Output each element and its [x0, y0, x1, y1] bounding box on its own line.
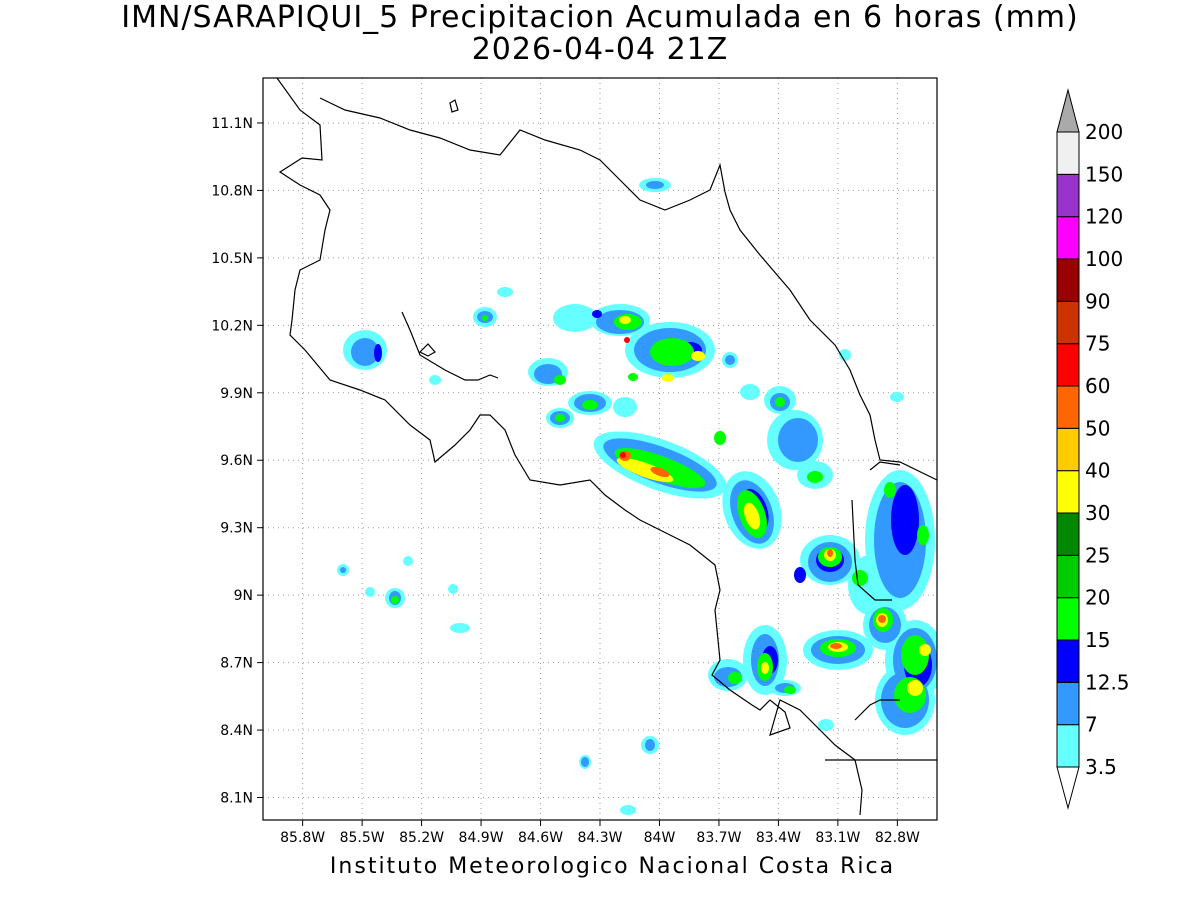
colorbar-label: 30	[1085, 501, 1110, 525]
lon-tick-label: 85.2W	[399, 830, 444, 846]
colorbar-label: 120	[1085, 205, 1123, 229]
longitude-axis: 85.8W 85.5W 85.2W 84.9W 84.6W 84.3W 84W 83.7W 83…	[280, 820, 920, 846]
colorbar-legend: 3.5 7 12.5 15 20 25 30 40 50 60 75 90 100 120 150 200	[1056, 88, 1130, 810]
colorbar-label: 60	[1085, 374, 1110, 398]
credit-text: Instituto Meteorologico Nacional Costa R…	[329, 854, 896, 879]
colorbar-label: 15	[1085, 628, 1110, 652]
lon-tick-label: 83.1W	[815, 830, 860, 846]
colorbar-bin	[1056, 300, 1080, 345]
colorbar-over-arrow	[1056, 88, 1080, 133]
colorbar-bin	[1056, 681, 1080, 726]
lat-tick-label: 8.4N	[220, 723, 253, 739]
lon-tick-label: 82.8W	[875, 830, 920, 846]
lon-tick-label: 84.6W	[518, 830, 563, 846]
colorbar-label: 100	[1085, 247, 1123, 271]
map-title: IMN/SARAPIQUI_5 Precipitacion Acumulada …	[121, 0, 1079, 35]
lat-tick-label: 8.7N	[220, 656, 253, 672]
lon-tick-label: 84.3W	[577, 830, 622, 846]
lat-tick-label: 10.2N	[211, 318, 253, 334]
colorbar-label: 200	[1085, 120, 1123, 144]
colorbar-label: 20	[1085, 586, 1110, 610]
lat-tick-label: 8.1N	[220, 791, 253, 807]
lon-tick-label: 84W	[644, 830, 676, 846]
map-subtitle-datetime: 2026-04-04 21Z	[471, 32, 729, 67]
colorbar-label: 40	[1085, 459, 1110, 483]
colorbar-bin	[1056, 512, 1080, 556]
lat-tick-label: 9N	[234, 588, 253, 604]
colorbar-label: 3.5	[1085, 755, 1117, 779]
colorbar-bin	[1056, 470, 1080, 514]
lat-tick-label: 10.8N	[211, 183, 253, 199]
colorbar-label: 25	[1085, 543, 1110, 567]
lon-tick-label: 84.9W	[459, 830, 504, 846]
colorbar-bin	[1056, 724, 1080, 768]
colorbar-bin	[1056, 131, 1080, 175]
colorbar-bin	[1056, 554, 1080, 599]
coastline-borders	[276, 78, 937, 816]
colorbar-bin	[1056, 597, 1080, 641]
colorbar-bin	[1056, 343, 1080, 387]
colorbar-label: 7	[1085, 713, 1098, 737]
lat-tick-label: 11.1N	[211, 116, 253, 132]
colorbar-label: 150	[1085, 162, 1123, 186]
colorbar-under-arrow	[1056, 766, 1080, 810]
precipitation-field	[337, 178, 937, 815]
lat-tick-label: 9.9N	[220, 386, 253, 402]
colorbar-label: 12.5	[1085, 670, 1130, 694]
lon-tick-label: 85.5W	[340, 830, 385, 846]
lon-tick-label: 85.8W	[280, 830, 325, 846]
colorbar-bin	[1056, 216, 1080, 260]
lat-tick-label: 9.6N	[220, 453, 253, 469]
lat-tick-label: 9.3N	[220, 521, 253, 537]
lon-tick-label: 83.7W	[696, 830, 741, 846]
lon-tick-label: 83.4W	[756, 830, 801, 846]
colorbar-bin	[1056, 258, 1080, 302]
colorbar-bin	[1056, 173, 1080, 218]
colorbar-label: 75	[1085, 332, 1110, 356]
colorbar-label: 90	[1085, 289, 1110, 313]
colorbar-bin	[1056, 639, 1080, 683]
colorbar-bin	[1056, 427, 1080, 472]
lat-tick-label: 10.5N	[211, 251, 253, 267]
colorbar-bin	[1056, 385, 1080, 429]
colorbar-label: 50	[1085, 416, 1110, 440]
latitude-axis: 8.1N 8.4N 8.7N 9N 9.3N 9.6N 9.9N 10.2N 10.5N 10.8…	[211, 116, 263, 807]
